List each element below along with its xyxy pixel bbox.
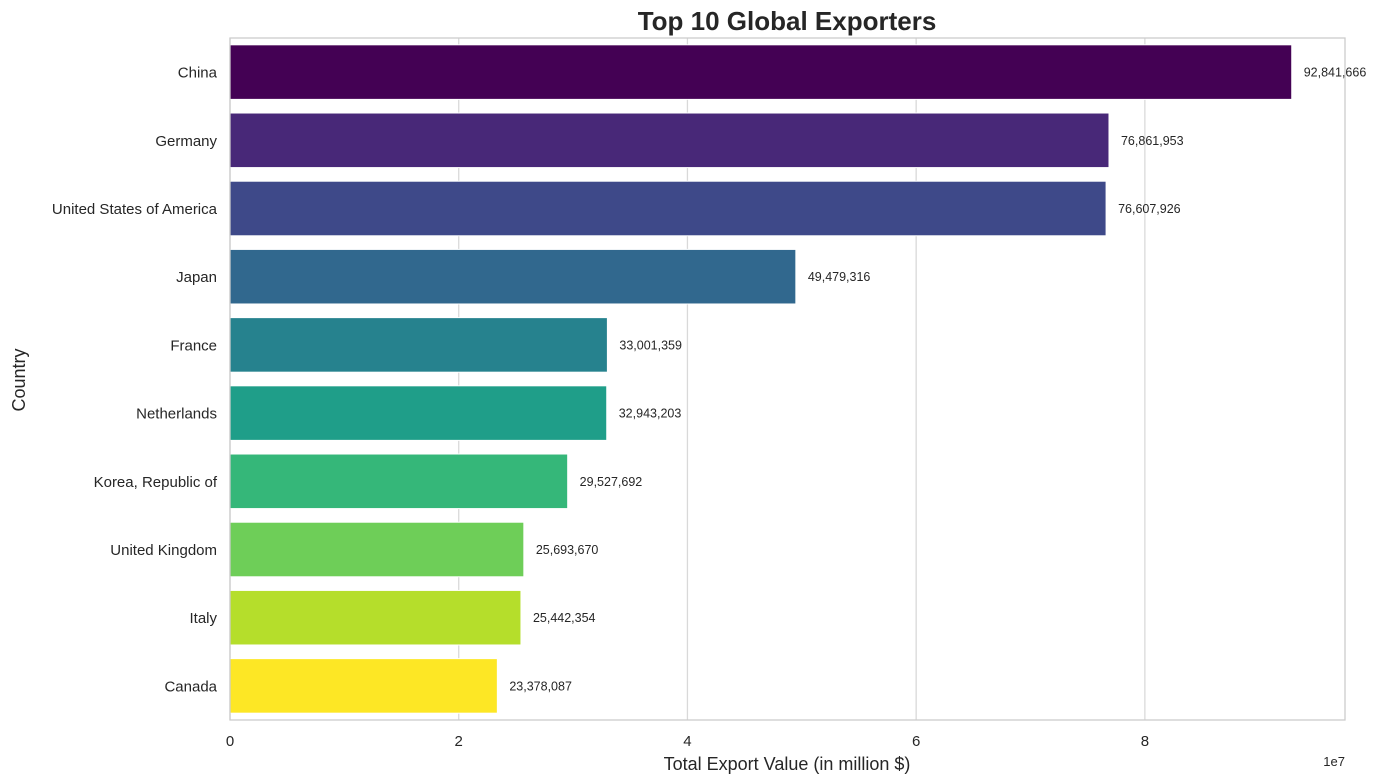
x-tick-label: 2: [455, 733, 463, 750]
data-label-germany: 76,861,953: [1121, 134, 1184, 148]
y-axis-ticks: China Germany United States of America Japa…: [52, 65, 218, 696]
chart-title: Top 10 Global Exporters: [638, 6, 937, 36]
bar-italy: [229, 589, 522, 646]
y-tick-label: Canada: [164, 678, 217, 695]
bar-france: [229, 317, 608, 373]
y-tick-label: France: [170, 337, 217, 354]
data-label-korea-republic-of: 29,527,692: [580, 475, 643, 489]
data-label-canada: 23,378,087: [509, 679, 572, 693]
y-tick-label: Korea, Republic of: [94, 474, 218, 491]
y-tick-label: China: [178, 65, 218, 82]
bar-united-states-of-america: [229, 180, 1107, 237]
bar-korea-republic-of: [229, 453, 569, 510]
plot-frame: [229, 37, 1346, 721]
bar-netherlands: [229, 385, 608, 441]
y-tick-label: United States of America: [52, 201, 218, 218]
bar-china: [229, 44, 1293, 100]
x-axis-ticks: 0 2 4 6 8: [226, 733, 1149, 750]
data-label-netherlands: 32,943,203: [619, 407, 682, 421]
y-tick-label: United Kingdom: [110, 542, 217, 559]
x-tick-label: 4: [683, 733, 691, 750]
y-tick-label: Italy: [189, 610, 217, 627]
bars: [229, 44, 1293, 714]
x-tick-label: 0: [226, 733, 234, 750]
data-labels: 92,841,666 76,861,953 76,607,926 49,479,316…: [509, 66, 1366, 694]
x-axis-offset-label: 1e7: [1323, 754, 1345, 769]
bar-canada: [229, 658, 498, 714]
data-label-united-states-of-america: 76,607,926: [1118, 202, 1181, 216]
y-axis-label: Country: [9, 348, 29, 411]
data-label-japan: 49,479,316: [808, 270, 871, 284]
y-tick-label: Netherlands: [136, 406, 217, 423]
y-tick-label: Japan: [176, 269, 217, 286]
data-label-france: 33,001,359: [619, 338, 682, 352]
data-label-united-kingdom: 25,693,670: [536, 543, 599, 557]
y-tick-label: Germany: [155, 133, 217, 150]
x-tick-label: 8: [1141, 733, 1149, 750]
data-label-china: 92,841,666: [1304, 66, 1367, 80]
data-label-italy: 25,442,354: [533, 611, 596, 625]
bar-germany: [229, 112, 1110, 169]
x-axis-label: Total Export Value (in million $): [664, 754, 911, 774]
bar-japan: [229, 248, 797, 305]
x-tick-label: 6: [912, 733, 920, 750]
bar-united-kingdom: [229, 521, 525, 578]
